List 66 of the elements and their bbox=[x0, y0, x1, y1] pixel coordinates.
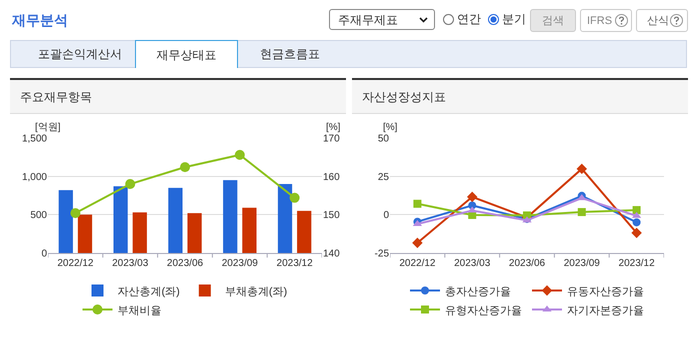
chart-title: 자산성장성지표 bbox=[352, 80, 688, 114]
text: IFRS bbox=[587, 15, 612, 27]
x-tick-label: 2023/12 bbox=[618, 258, 656, 269]
x-tick-label: 2023/09 bbox=[564, 258, 600, 269]
bar bbox=[113, 186, 128, 253]
legend-label: 유동자산증가율 bbox=[567, 286, 644, 298]
x-tick-label: 2023/03 bbox=[454, 258, 491, 269]
x-tick-label: 2022/12 bbox=[57, 258, 94, 269]
legend-label: 자기자본증가율 bbox=[567, 304, 644, 317]
x-tick-label: 2023/09 bbox=[222, 258, 258, 269]
text: 검색 bbox=[530, 9, 576, 32]
y2-tick-label: 140 bbox=[323, 248, 340, 260]
legend-label: 자산총계(좌) bbox=[118, 286, 180, 298]
point bbox=[632, 206, 641, 214]
point bbox=[413, 200, 422, 208]
text: 분기 bbox=[502, 11, 526, 28]
y-tick-label: 0 bbox=[41, 248, 48, 260]
y-tick-label: 1,000 bbox=[22, 172, 48, 183]
y-tick-label: 25 bbox=[378, 172, 390, 183]
point bbox=[467, 192, 478, 202]
point bbox=[234, 150, 245, 160]
text: 연간 bbox=[457, 11, 481, 28]
x-tick-label: 2023/06 bbox=[508, 258, 546, 269]
point bbox=[631, 228, 642, 238]
point bbox=[412, 238, 423, 248]
point bbox=[125, 179, 136, 189]
y-tick-label: -25 bbox=[374, 248, 390, 260]
y-tick-label: 500 bbox=[30, 210, 48, 222]
text: 재무분석 bbox=[12, 12, 68, 30]
y-tick-label: 1,500 bbox=[22, 134, 48, 144]
x-tick-label: 2023/03 bbox=[112, 258, 149, 269]
y-axis-title: [%] bbox=[383, 122, 398, 133]
x-tick-label: 2023/06 bbox=[166, 258, 204, 269]
point bbox=[70, 208, 80, 218]
y-tick-label: 0 bbox=[383, 210, 390, 222]
point bbox=[290, 192, 300, 203]
point bbox=[632, 218, 641, 226]
legend-label: 총자산증가율 bbox=[445, 286, 511, 298]
x-tick-label: 2022/12 bbox=[399, 258, 436, 269]
bar bbox=[78, 214, 92, 253]
bar bbox=[168, 188, 183, 253]
y-axis-title: [억원] bbox=[35, 122, 61, 133]
point bbox=[180, 162, 190, 172]
bar bbox=[223, 180, 238, 253]
point bbox=[576, 164, 587, 174]
y2-tick-label: 170 bbox=[323, 134, 340, 144]
bar bbox=[187, 213, 202, 253]
y-tick-label: 50 bbox=[378, 134, 390, 144]
point bbox=[578, 208, 586, 216]
chart-title: 주요재무항목 bbox=[10, 80, 346, 114]
bar bbox=[297, 210, 312, 253]
bar bbox=[242, 208, 257, 253]
y2-tick-label: 150 bbox=[323, 210, 340, 222]
text: 산식 bbox=[647, 15, 669, 27]
bar bbox=[132, 212, 147, 253]
x-tick-label: 2023/12 bbox=[276, 258, 314, 269]
bar bbox=[278, 184, 292, 253]
bar bbox=[58, 190, 73, 253]
y2-tick-label: 160 bbox=[323, 172, 340, 183]
legend-label: 유형자산증가율 bbox=[445, 304, 522, 317]
text: 주재무제표 bbox=[329, 9, 435, 30]
legend-label: 부채총계(좌) bbox=[224, 286, 288, 298]
text: 현금흐름표 bbox=[259, 46, 321, 63]
legend-label: 부채비율 bbox=[118, 304, 162, 317]
y2-axis-title: [%] bbox=[326, 122, 341, 133]
text: 포괄손익계산서 bbox=[37, 46, 123, 63]
